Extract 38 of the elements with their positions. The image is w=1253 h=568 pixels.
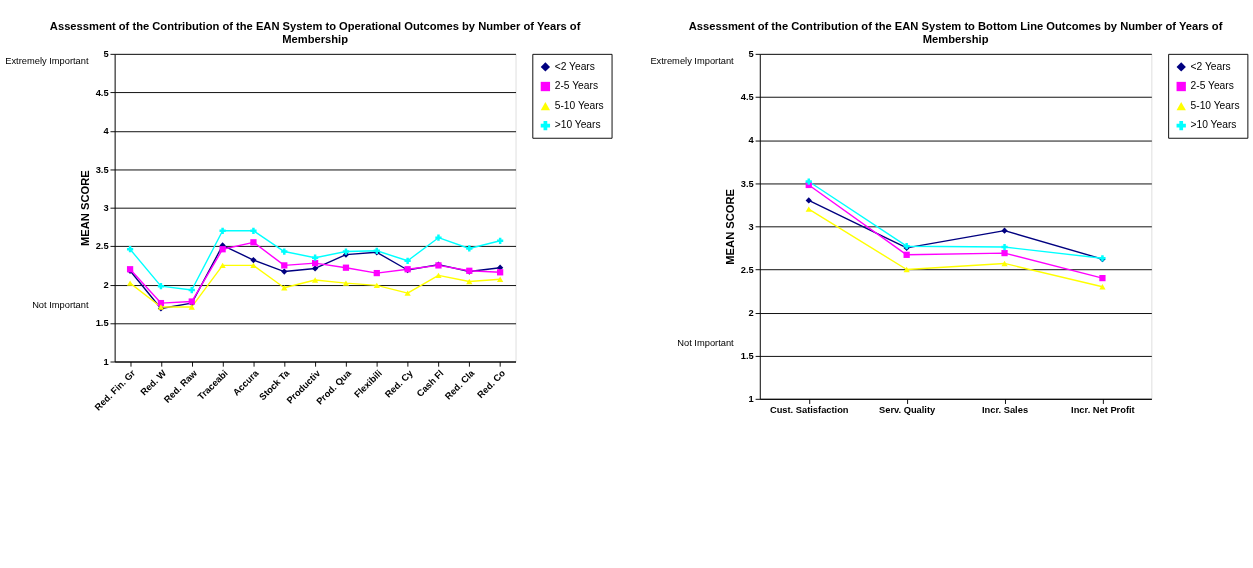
legend-label: >10 Years xyxy=(1190,119,1237,131)
y-tick-label: 4 xyxy=(103,126,110,137)
x-tick-label: Cust. Satisfaction xyxy=(769,405,849,416)
y-tick-label: 5 xyxy=(748,49,754,60)
y-tick-label: 4.5 xyxy=(95,87,109,98)
y-tick-label: 3.5 xyxy=(95,164,109,175)
legend-label: 5-10 Years xyxy=(554,99,604,111)
y-tick-label: 3.5 xyxy=(740,178,754,189)
text: Not Important xyxy=(677,337,735,348)
y-tick-label: 4.5 xyxy=(740,92,754,103)
y-tick-label: 2 xyxy=(103,279,109,290)
legend-label: 5-10 Years xyxy=(1190,99,1240,111)
y-tick-label: 1.5 xyxy=(95,318,109,329)
x-tick-label: Incr. Net Profit xyxy=(1071,405,1135,416)
y-tick-label: 2.5 xyxy=(740,264,754,275)
y-tick-label: 1 xyxy=(748,394,754,405)
y-tick-label: 2.5 xyxy=(95,241,109,252)
y-tick-label: 5 xyxy=(103,49,109,60)
legend-label: <2 Years xyxy=(554,60,595,72)
text: Extremely Important xyxy=(5,56,89,67)
legend-label: 2-5 Years xyxy=(554,80,599,92)
text: Not Important xyxy=(32,300,89,311)
y-tick-label: 1 xyxy=(103,356,109,367)
y-tick-label: 2 xyxy=(748,307,754,318)
text: Extremely Important xyxy=(650,56,735,67)
x-tick-label: Incr. Sales xyxy=(981,405,1029,416)
legend-label: <2 Years xyxy=(1190,60,1231,72)
legend-label: 2-5 Years xyxy=(1190,80,1234,92)
chart-title: Assessment of the Contribution of the EAN System to Operational Outcomes by Number of Years of Membership xyxy=(49,19,581,45)
legend-label: >10 Years xyxy=(554,119,601,131)
y-tick-label: 1.5 xyxy=(740,350,754,361)
y-axis-title: MEAN SCORE xyxy=(79,169,92,247)
y-tick-label: 3 xyxy=(748,221,754,232)
y-tick-label: 3 xyxy=(103,202,109,213)
chart-title: Assessment of the Contribution of the EAN System to Bottom Line Outcomes by Number of Years of Membership xyxy=(688,19,1223,45)
y-axis-title: MEAN SCORE xyxy=(724,188,737,265)
x-tick-label: Serv. Quality xyxy=(878,405,937,416)
y-tick-label: 4 xyxy=(748,135,755,146)
